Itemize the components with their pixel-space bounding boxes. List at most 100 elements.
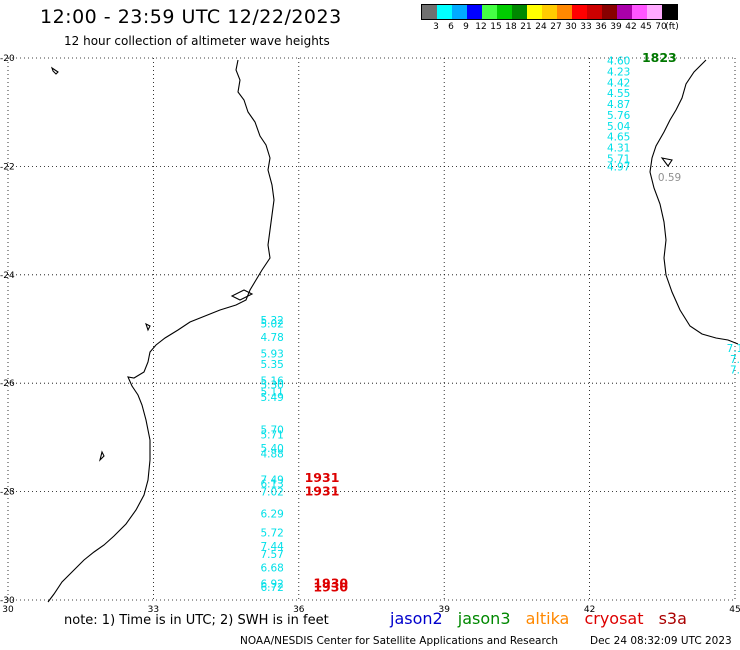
legend-tick-label: 39 bbox=[610, 22, 622, 32]
wave-height-value: 5.16 bbox=[260, 375, 284, 387]
legend-swatch bbox=[587, 5, 602, 19]
wave-height-value: 4.65 bbox=[607, 132, 630, 144]
islet-outline bbox=[145, 322, 151, 332]
wave-height-value: 5.40 bbox=[260, 443, 283, 455]
note-text: note: 1) Time is in UTC; 2) SWH is in fe… bbox=[64, 613, 329, 628]
madagascar-coastline bbox=[649, 59, 739, 345]
footer-org: NOAA/NESDIS Center for Satellite Applica… bbox=[240, 635, 558, 647]
x-tick-label: 33 bbox=[148, 605, 159, 615]
wave-height-value: 5.72 bbox=[260, 527, 283, 539]
satellite-legend: jason2 jason3 altika cryosat s3a bbox=[390, 609, 697, 628]
legend-tick-label: 12 bbox=[475, 22, 487, 32]
legend-tick-label: 30 bbox=[565, 22, 577, 32]
satellite-jason2: jason2 bbox=[390, 609, 443, 628]
wave-height-value: 4.42 bbox=[607, 77, 630, 89]
legend-swatch bbox=[557, 5, 572, 19]
satellite-cryosat: cryosat bbox=[584, 609, 644, 628]
legend-swatch bbox=[632, 5, 647, 19]
page-title: 12:00 - 23:59 UTC 12/22/2023 bbox=[40, 6, 342, 28]
y-tick-label: -28 bbox=[0, 488, 15, 498]
wave-height-value: 5.35 bbox=[260, 359, 283, 371]
legend-tick-label: 70 bbox=[655, 22, 667, 32]
legend-tick-label: 33 bbox=[580, 22, 592, 32]
wave-height-value: 5.04 bbox=[607, 121, 631, 133]
satellite-altika: altika bbox=[525, 609, 570, 628]
y-tick-label: -26 bbox=[0, 379, 15, 389]
legend-tick-label: 36 bbox=[595, 22, 607, 32]
footer-timestamp: Dec 24 08:32:09 UTC 2023 bbox=[590, 635, 732, 647]
legend-tick-label: 42 bbox=[625, 22, 637, 32]
legend-swatches bbox=[421, 4, 678, 20]
wave-height-value: 5.93 bbox=[260, 348, 283, 360]
wave-height-value: 6.13 bbox=[260, 478, 283, 490]
y-tick-label: -22 bbox=[0, 162, 15, 172]
color-legend: 3 6 9 12 15 18 21 24 27 30 33 36 39 42 45 70 (ft) bbox=[421, 4, 679, 34]
wave-height-value: 6.92 bbox=[260, 579, 283, 591]
wave-height-value: 4.23 bbox=[607, 67, 630, 79]
wave-height-value: 5.02 bbox=[260, 319, 283, 331]
axis-labels: 30 33 36 39 42 45 -20 -22 -24 -26 -28 -30 bbox=[0, 54, 740, 615]
wave-height-value: 5.30 bbox=[260, 379, 283, 391]
legend-swatch bbox=[542, 5, 557, 19]
wave-height-value: 4.78 bbox=[260, 332, 283, 344]
wave-height-value: 6.72 bbox=[260, 582, 283, 594]
wave-height-value: 7.02 bbox=[260, 487, 283, 499]
wave-height-value: 7.1 bbox=[727, 343, 740, 355]
legend-tick-label: 3 bbox=[433, 22, 439, 32]
island-marker bbox=[50, 66, 59, 75]
legend-tick-label: 45 bbox=[640, 22, 652, 32]
satellite-s3a: s3a bbox=[658, 609, 687, 628]
legend-tick-label: 15 bbox=[490, 22, 502, 32]
legend-swatch bbox=[512, 5, 527, 19]
legend-tick-label: 24 bbox=[535, 22, 547, 32]
wave-height-value: 7.49 bbox=[260, 475, 283, 487]
x-tick-label: 30 bbox=[2, 605, 14, 615]
wave-height-value: 4.60 bbox=[607, 56, 630, 68]
footer: NOAA/NESDIS Center for Satellite Applica… bbox=[240, 635, 732, 647]
pass-time-label: 1823 bbox=[642, 50, 677, 65]
wave-height-value: 5.71 bbox=[607, 153, 630, 165]
coastline bbox=[47, 59, 739, 603]
legend-swatch bbox=[602, 5, 617, 19]
legend-ticks: 3 6 9 12 15 18 21 24 27 30 33 36 39 42 45 70 (ft) bbox=[421, 20, 679, 34]
y-tick-label: -24 bbox=[0, 271, 15, 281]
pass-time-label: 1930 bbox=[313, 580, 348, 595]
x-tick-label: 45 bbox=[729, 605, 740, 615]
pass-time-label: 1931 bbox=[305, 484, 340, 499]
legend-tick-label: 21 bbox=[520, 22, 532, 32]
legend-tick-label: 27 bbox=[550, 22, 562, 32]
y-tick-label: -20 bbox=[0, 54, 15, 64]
wave-height-value: 5.49 bbox=[260, 392, 283, 404]
legend-swatch bbox=[467, 5, 482, 19]
bay-outline bbox=[230, 289, 254, 301]
legend-swatch bbox=[452, 5, 467, 19]
wave-height-value: 4.88 bbox=[260, 449, 283, 461]
mozambique-coastline bbox=[47, 59, 275, 603]
wave-values: 5.325.024.78 5.935.35 5.165.305.115.49 5.70… bbox=[260, 56, 740, 594]
legend-tick-label: (ft) bbox=[665, 22, 679, 32]
wave-height-value: 5.32 bbox=[260, 315, 283, 327]
y-tick-label: -30 bbox=[0, 596, 15, 606]
island-marker bbox=[98, 450, 105, 462]
legend-swatch bbox=[422, 5, 437, 19]
wave-height-value: 5.11 bbox=[260, 386, 283, 398]
x-tick-label: 36 bbox=[293, 605, 305, 615]
wave-height-value: 0.59 bbox=[658, 172, 681, 184]
cape-outline bbox=[660, 157, 673, 167]
legend-tick-label: 18 bbox=[505, 22, 517, 32]
legend-swatch bbox=[437, 5, 452, 19]
wave-height-value: 7.57 bbox=[260, 549, 283, 561]
legend-swatch bbox=[482, 5, 497, 19]
x-tick-label: 39 bbox=[438, 605, 450, 615]
wave-height-value: 4.31 bbox=[607, 142, 630, 154]
wave-height-value: 6.68 bbox=[260, 562, 283, 574]
wave-height-value: 7. bbox=[730, 354, 740, 366]
legend-tick-label: 6 bbox=[448, 22, 454, 32]
wave-height-value: 5.76 bbox=[607, 110, 631, 122]
pass-time-label: 1930 bbox=[313, 576, 348, 591]
legend-swatch bbox=[497, 5, 512, 19]
legend-swatch bbox=[617, 5, 632, 19]
pass-time-label: 1931 bbox=[305, 470, 340, 485]
